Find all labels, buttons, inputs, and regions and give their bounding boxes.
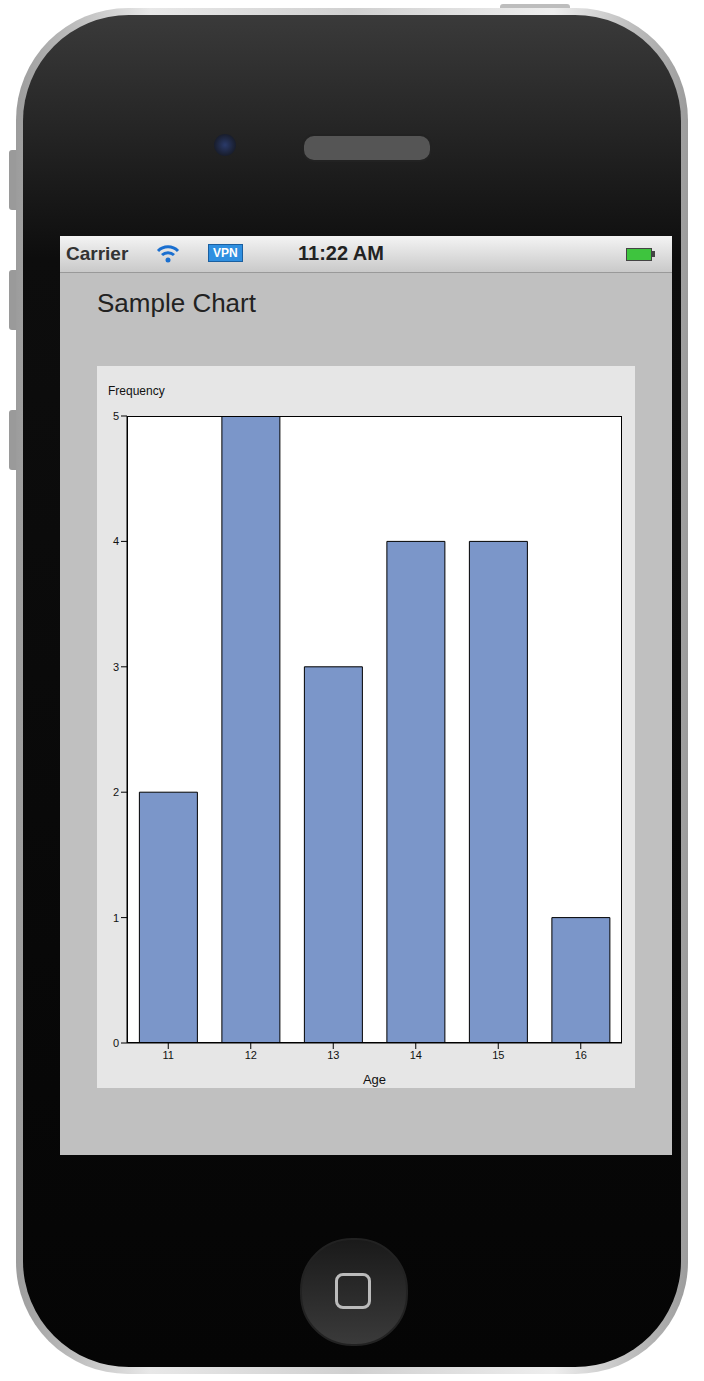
html-text:Carrier: Carrier — [66, 243, 129, 264]
svg-text:14: 14 — [410, 1049, 422, 1061]
svg-text:1: 1 — [113, 912, 119, 924]
svg-text:Age: Age — [363, 1072, 386, 1087]
svg-text:16: 16 — [575, 1049, 587, 1061]
svg-text:13: 13 — [327, 1049, 339, 1061]
svg-text:11: 11 — [163, 1049, 174, 1061]
html-text:Frequency: Frequency — [108, 384, 165, 398]
svg-text:0: 0 — [113, 1037, 119, 1049]
svg-text:12: 12 — [245, 1049, 257, 1061]
html-text:Sample Chart: Sample Chart — [97, 288, 256, 318]
svg-text:4: 4 — [113, 535, 119, 547]
svg-text:15: 15 — [492, 1049, 504, 1061]
svg-text:5: 5 — [113, 410, 119, 422]
html-text:11:22 AM: 11:22 AM — [298, 242, 384, 264]
html-text:VPN: VPN — [213, 246, 238, 260]
svg-text:3: 3 — [113, 661, 119, 673]
svg-text:2: 2 — [113, 786, 119, 798]
